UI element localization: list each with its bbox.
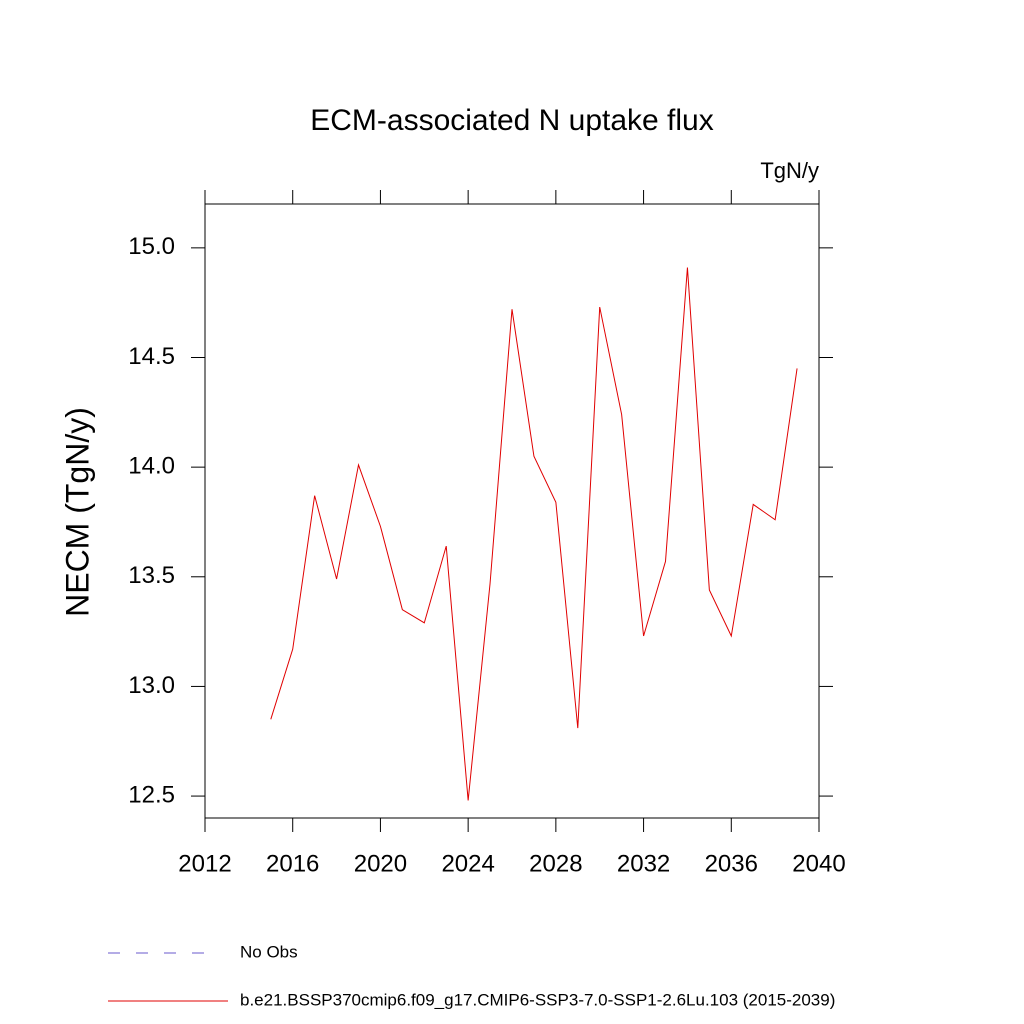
x-tick-label: 2040 [792,850,845,877]
y-tick-label: 14.0 [128,452,175,479]
plot-frame [204,203,820,819]
x-tick-label: 2020 [354,850,407,877]
legend-label: No Obs [240,942,298,961]
y-axis-title: NECM (TgN/y) [59,407,95,617]
chart-title: ECM-associated N uptake flux [310,104,714,137]
y-tick-label: 12.5 [128,781,175,808]
y-tick-label: 14.5 [128,343,175,370]
y-tick-label: 13.0 [128,672,175,699]
x-tick-label: 2012 [178,850,231,877]
x-tick-label: 2016 [266,850,319,877]
y-tick-label: 15.0 [128,233,175,260]
x-tick-label: 2024 [441,850,494,877]
units-label: TgN/y [760,158,819,183]
x-tick-label: 2028 [529,850,582,877]
y-tick-label: 13.5 [128,562,175,589]
series-line [270,267,798,801]
x-tick-label: 2036 [705,850,758,877]
legend-label: b.e21.BSSP370cmip6.f09_g17.CMIP6-SSP3-7.… [240,990,835,1009]
x-tick-label: 2032 [617,850,670,877]
